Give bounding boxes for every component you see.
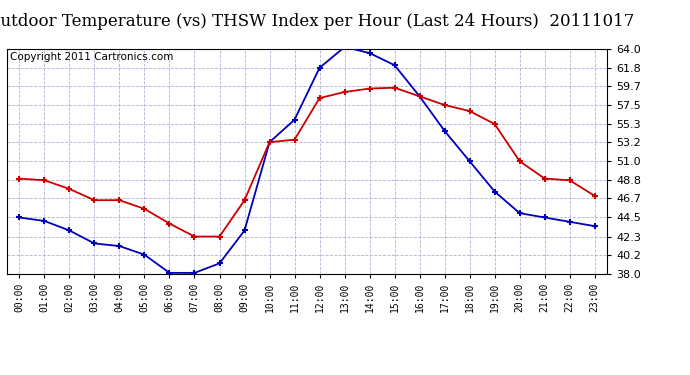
Text: Outdoor Temperature (vs) THSW Index per Hour (Last 24 Hours)  20111017: Outdoor Temperature (vs) THSW Index per … [0,13,634,30]
Text: Copyright 2011 Cartronics.com: Copyright 2011 Cartronics.com [10,52,173,62]
